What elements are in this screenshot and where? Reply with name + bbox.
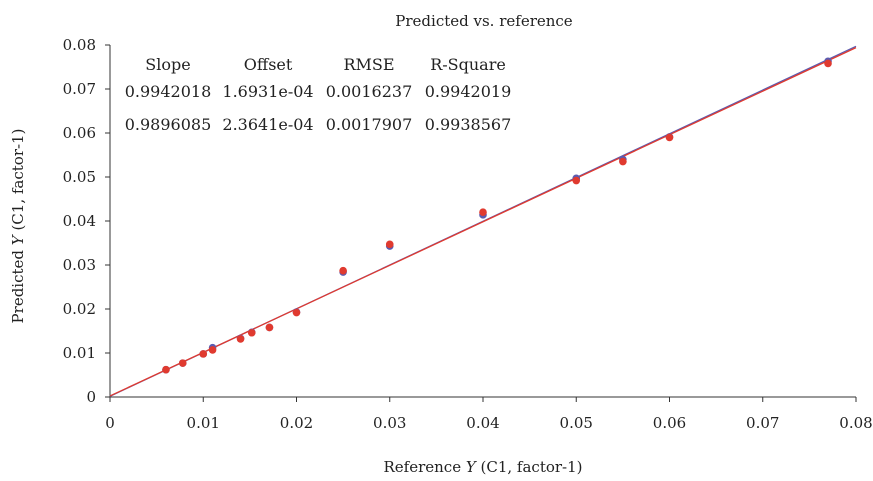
y-tick-label: 0.08 [63, 36, 96, 54]
stats-header-rsquare: R-Square [430, 55, 506, 74]
chart-title: Predicted vs. reference [395, 12, 573, 30]
x-axis-label: Reference Y (C1, factor-1) [383, 458, 582, 476]
data-points [162, 57, 832, 374]
stats-rsquare-series-1: 0.9942019 [425, 82, 512, 101]
data-point-series-2 [292, 308, 301, 317]
data-point-series-2 [479, 208, 487, 216]
stats-offset-series-1: 1.6931e-04 [222, 82, 313, 101]
data-point-series-2 [265, 323, 274, 332]
x-tick-label: 0 [105, 414, 115, 432]
x-tick-label: 0.04 [466, 414, 499, 432]
stats-offset-series-2: 2.3641e-04 [222, 115, 313, 134]
fit-line-series-2 [109, 47, 857, 397]
data-point-series-2 [208, 346, 217, 354]
x-tick-label: 0.02 [280, 414, 313, 432]
x-tick-label: 0.07 [746, 414, 779, 432]
stats-rmse-series-2: 0.0017907 [326, 115, 413, 134]
data-point-series-2 [247, 328, 256, 337]
y-axis-label: Predicted Y (C1, factor-1) [9, 129, 27, 324]
x-tick-label: 0.08 [839, 414, 872, 432]
x-axis-label-var: Y [466, 458, 478, 476]
stats-slope-series-2: 0.9896085 [125, 115, 212, 134]
x-axis-label-pre: Reference [383, 458, 465, 476]
y-tick-label: 0 [86, 388, 96, 406]
data-point-series-2 [162, 365, 170, 374]
data-point-series-2 [339, 266, 347, 275]
data-point-series-2 [178, 359, 187, 367]
stats-rmse-series-1: 0.0016237 [326, 82, 413, 101]
stats-header-offset: Offset [244, 55, 293, 74]
x-tick-label: 0.03 [373, 414, 406, 432]
y-tick-label: 0.02 [63, 300, 96, 318]
stats-slope-series-1: 0.9942018 [125, 82, 212, 101]
fit-lines [109, 45, 857, 397]
data-point-series-2 [199, 350, 208, 358]
y-axis-label-post: (C1, factor-1) [9, 129, 27, 236]
stats-table: Slope Offset RMSE R-Square 0.9942018 1.6… [125, 55, 512, 134]
data-point-series-2 [619, 157, 627, 166]
stats-header-rmse: RMSE [343, 55, 394, 74]
tick-layer: 0 0.01 0.02 0.03 0.04 0.05 0.06 0.07 0.08 0 0.01 0.… [63, 36, 873, 432]
data-point-series-2 [824, 59, 832, 68]
data-point-series-2 [385, 240, 394, 249]
y-tick-label: 0.03 [63, 256, 96, 274]
stats-rsquare-series-2: 0.9938567 [425, 115, 512, 134]
data-point-series-2 [236, 335, 245, 343]
data-point-series-2 [572, 176, 581, 185]
y-axis-label-pre: Predicted [9, 245, 27, 323]
y-tick-label: 0.04 [63, 212, 96, 230]
x-axis-label-post: (C1, factor-1) [476, 458, 583, 476]
x-tick-label: 0.05 [560, 414, 593, 432]
y-tick-label: 0.06 [63, 124, 96, 142]
stats-header-slope: Slope [145, 55, 190, 74]
y-tick-label: 0.05 [63, 168, 96, 186]
y-tick-label: 0.01 [63, 344, 96, 362]
y-tick-label: 0.07 [63, 80, 96, 98]
x-tick-label: 0.01 [187, 414, 220, 432]
y-axis-label-var: Y [9, 233, 27, 245]
data-point-series-2 [665, 133, 674, 142]
x-tick-label: 0.06 [653, 414, 686, 432]
